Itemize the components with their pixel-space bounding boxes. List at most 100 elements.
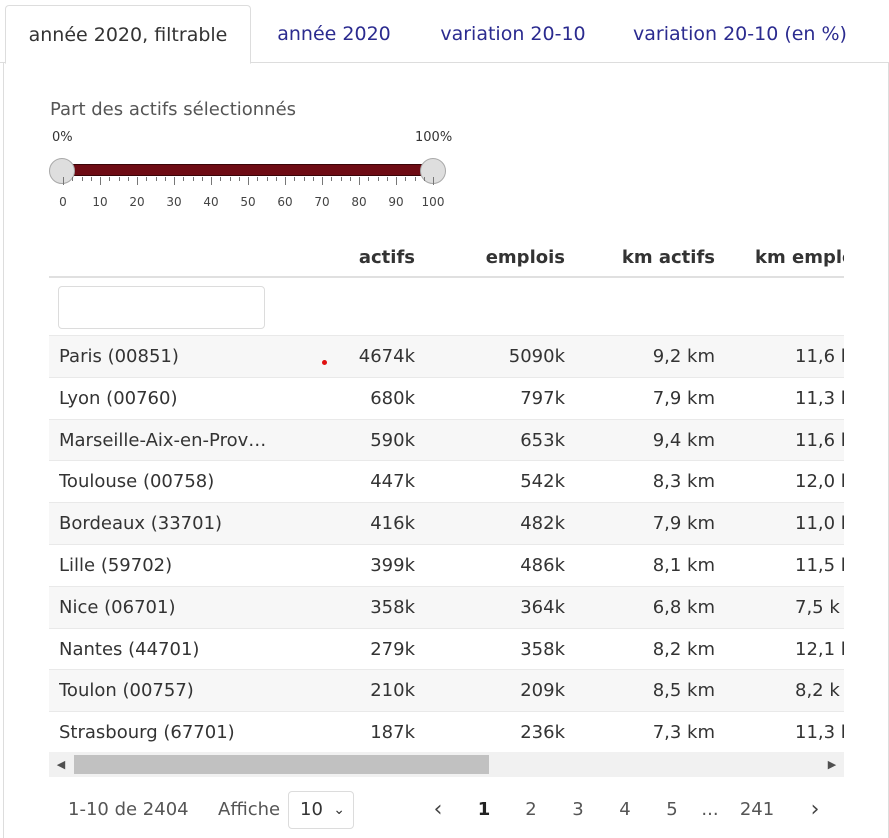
cell-actifs: 590k	[370, 429, 415, 451]
slider-tick-label: 100	[421, 195, 445, 209]
column-header-km-emplois[interactable]: km emplo	[755, 247, 844, 268]
cell-km-actifs: 7,9 km	[652, 513, 715, 535]
slider-tick	[183, 177, 185, 181]
next-page-button[interactable]: ›	[810, 797, 820, 822]
slider-selected-range[interactable]	[62, 164, 433, 176]
slider-tick-label: 10	[92, 195, 108, 209]
slider-tick	[303, 177, 305, 181]
slider-tick	[238, 177, 240, 181]
cell-km-actifs: 8,3 km	[652, 471, 715, 493]
page-button-1[interactable]: 1	[477, 799, 491, 820]
table-row[interactable]: Toulon (00757) 210k 209k 8,5 km 8,2 k	[49, 669, 844, 712]
cell-km-emplois: 11,3 k	[795, 722, 844, 744]
slider-tick	[386, 177, 388, 181]
cell-actifs: 187k	[370, 722, 415, 744]
cell-emplois: 482k	[520, 513, 565, 535]
page-button-2[interactable]: 2	[525, 799, 537, 820]
cell-emplois: 797k	[520, 387, 565, 409]
slider-tick-label: 30	[166, 195, 182, 209]
table-row[interactable]: Nantes (44701) 279k 358k 8,2 km 12,1 k	[49, 627, 844, 670]
scroll-right-icon[interactable]: ▶	[827, 758, 837, 771]
cell-km-emplois: 11,6 k	[795, 429, 844, 451]
slider-tick	[312, 177, 314, 181]
table-row[interactable]: Toulouse (00758) 447k 542k 8,3 km 12,0 k	[49, 460, 844, 502]
page-button-5[interactable]: 5	[666, 799, 678, 820]
tab-variation-20-10[interactable]: variation 20-10	[440, 23, 586, 45]
cell-actifs: 210k	[370, 680, 415, 702]
slider-tick	[100, 177, 101, 185]
page-button-last[interactable]: 241	[739, 799, 775, 820]
slider-tick	[81, 177, 83, 181]
cell-name: Toulon (00757)	[59, 680, 194, 702]
cell-emplois: 5090k	[508, 346, 565, 367]
tab-annee-2020[interactable]: année 2020	[277, 23, 391, 45]
cell-name: Nice (06701)	[59, 596, 176, 618]
slider-tick	[211, 177, 212, 185]
page-button-3[interactable]: 3	[572, 799, 584, 820]
slider-tick	[127, 177, 129, 181]
column-header-km-actifs[interactable]: km actifs	[621, 247, 715, 268]
cell-km-actifs: 7,3 km	[652, 722, 715, 744]
slider-min-handle[interactable]	[49, 158, 75, 184]
slider-tick	[229, 177, 231, 181]
slider-tick	[146, 177, 148, 181]
horizontal-scrollbar[interactable]: ◀ ▶	[49, 752, 844, 777]
tab-variation-20-10-pct[interactable]: variation 20-10 (en %)	[633, 23, 847, 45]
slider-max-label: 100%	[415, 130, 453, 145]
cell-name: Nantes (44701)	[59, 638, 200, 660]
table-row[interactable]: Marseille-Aix-en-Prov… 590k 653k 9,4 km 11,6…	[49, 418, 844, 461]
tab-annee-2020-filtrable[interactable]: année 2020, filtrable	[5, 5, 251, 64]
pagination-info: 1-10 de 2404	[68, 799, 189, 820]
slider-tick-label: 40	[203, 195, 219, 209]
cell-emplois: 358k	[520, 638, 565, 660]
marker-dot	[322, 360, 327, 365]
table-row[interactable]: Strasbourg (67701) 187k 236k 7,3 km 11,3 k	[49, 711, 844, 752]
cell-km-emplois: 11,5 k	[795, 554, 844, 576]
table-row[interactable]: Bordeaux (33701) 416k 482k 7,9 km 11,0 k	[49, 502, 844, 544]
slider-tick	[248, 177, 249, 185]
page-button-4[interactable]: 4	[619, 799, 631, 820]
cell-km-emplois: 7,5 k	[795, 596, 840, 618]
cell-name: Bordeaux (33701)	[59, 513, 223, 535]
slider-tick	[433, 177, 434, 185]
slider-tick	[72, 177, 74, 181]
cell-emplois: 486k	[520, 554, 565, 576]
column-header-emplois[interactable]: emplois	[485, 247, 565, 268]
pagination-ellipsis: ...	[701, 799, 719, 820]
slider-tick	[331, 177, 333, 181]
table-row[interactable]: Nice (06701) 358k 364k 6,8 km 7,5 k	[49, 585, 844, 628]
previous-page-button[interactable]: ‹	[433, 797, 443, 822]
table-row[interactable]: Lille (59702) 399k 486k 8,1 km 11,5 k	[49, 543, 844, 586]
name-filter-input[interactable]	[58, 286, 265, 329]
column-header-actifs[interactable]: actifs	[358, 247, 415, 268]
cell-actifs: 416k	[370, 513, 415, 535]
table-row[interactable]: Paris (00851) 4674k 5090k 9,2 km 11,6 k	[49, 335, 844, 377]
cell-km-emplois: 11,6 k	[795, 346, 844, 367]
cell-km-emplois: 12,1 k	[795, 638, 844, 660]
slider-tick	[405, 177, 407, 181]
cell-name: Paris (00851)	[59, 346, 179, 367]
cell-km-actifs: 6,8 km	[652, 596, 715, 618]
slider-tick	[201, 177, 203, 181]
table-body: Paris (00851) 4674k 5090k 9,2 km 11,6 k Lyon …	[49, 335, 844, 752]
cell-km-actifs: 9,4 km	[652, 429, 715, 451]
cell-emplois: 653k	[520, 429, 565, 451]
scrollbar-thumb[interactable]	[74, 755, 489, 774]
cell-emplois: 236k	[520, 722, 565, 744]
cell-name: Lyon (00760)	[59, 387, 178, 409]
cell-name: Toulouse (00758)	[59, 471, 215, 493]
cell-name: Marseille-Aix-en-Prov…	[59, 429, 267, 451]
slider-tick	[220, 177, 222, 181]
table-row[interactable]: Lyon (00760) 680k 797k 7,9 km 11,3 k	[49, 376, 844, 419]
page-size-select[interactable]: 10 ⌄	[288, 791, 354, 829]
cell-actifs: 447k	[370, 471, 415, 493]
slider-ticks: 0 10 20 30 40 50 60 70 80 90 100	[0, 177, 889, 217]
cell-km-actifs: 8,5 km	[652, 680, 715, 702]
slider-tick	[359, 177, 360, 185]
slider-tick-label: 60	[277, 195, 293, 209]
slider-label: Part des actifs sélectionnés	[50, 99, 297, 120]
cell-actifs: 4674k	[358, 346, 415, 367]
scroll-left-icon[interactable]: ◀	[56, 758, 66, 771]
slider-tick-label: 20	[129, 195, 145, 209]
slider-tick	[423, 177, 425, 181]
